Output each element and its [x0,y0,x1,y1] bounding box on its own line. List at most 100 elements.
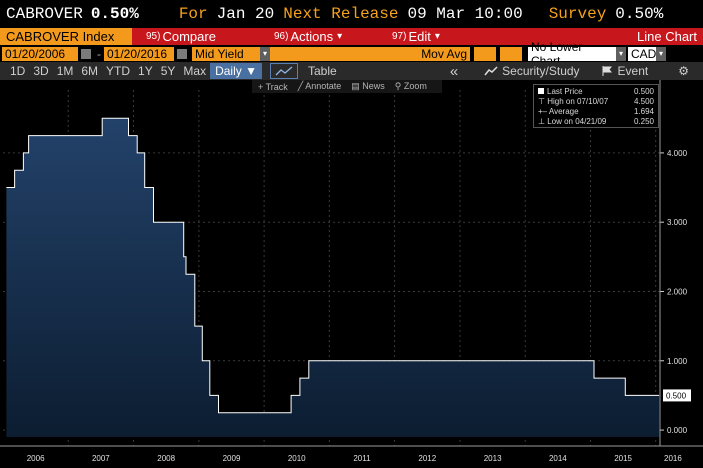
compare-number: 95) [146,31,161,42]
security-field[interactable]: CABROVER Index [0,28,132,45]
high-value: 4.500 [633,96,654,106]
yield-line [6,117,660,414]
for-label: For [178,5,208,23]
survey-value: 0.50% [615,5,664,23]
actions-button[interactable]: 96) Actions ▾ [260,28,378,45]
edit-button[interactable]: 97) Edit ▾ [378,28,478,45]
average-value: 1.694 [633,106,654,116]
y-tick-label: 4.000 [667,149,688,158]
currency-dropdown-icon[interactable]: ▾ [656,46,666,61]
period-1d[interactable]: 1D [10,64,26,78]
next-release-label: Next Release [283,5,399,23]
next-release-date: 09 Mar 10:00 [407,5,523,23]
start-date-input[interactable]: 01/20/2006 [2,46,78,61]
low-value: 0.250 [633,116,654,126]
event-button[interactable]: Event [602,64,649,78]
period-1m[interactable]: 1M [56,64,74,78]
range-bar: 01/20/2006 - 01/20/2016 Mid Yield ▾ Mov … [0,40,703,68]
compare-button[interactable]: 95) Compare [132,28,260,45]
x-tick-label: 2011 [353,454,371,463]
currency-select[interactable]: CAD [628,46,657,61]
x-tick-label: 2006 [27,454,45,463]
low-label: Low on 04/21/09 [547,116,607,126]
table-button[interactable]: Table [307,64,337,78]
frequency-select[interactable]: Daily ▼ [210,63,262,79]
field-value: Mid Yield [195,46,244,61]
end-date-input[interactable]: 01/20/2016 [104,46,174,61]
x-tick-label: 2015 [614,454,632,463]
actions-dropdown-icon: ▾ [337,31,343,42]
period-1y[interactable]: 1Y [138,64,153,78]
last-value: 0.50% [90,5,139,23]
last-price-value: 0.500 [633,86,654,96]
zoom-button[interactable]: ⚲ Zoom [394,81,427,91]
lower-chart-dropdown-icon[interactable]: ▾ [616,46,626,61]
y-tick-label: 0.000 [667,426,688,435]
x-tick-label: 2012 [418,454,436,463]
mov-avg-period-1[interactable] [474,46,496,61]
x-tick-label: 2008 [157,454,175,463]
actions-label: Actions [290,29,334,44]
last-price-label: Last Price [547,86,583,96]
date-range-dash: - [97,46,101,61]
x-tick-label: 2013 [484,454,502,463]
last-value-label: 0.500 [666,391,687,400]
end-calendar-icon[interactable] [177,48,187,59]
field-select[interactable]: Mid Yield [192,46,260,61]
x-tick-label: 2009 [223,454,241,463]
actions-number: 96) [274,31,289,42]
zoom-label: Zoom [403,81,427,91]
ticker-symbol: CABROVER [6,5,83,23]
currency-value: CAD [631,46,657,61]
average-label: Average [548,106,579,116]
line-chart-icon[interactable] [269,63,298,79]
x-tick-label: 2014 [549,454,567,463]
chart-type-button[interactable]: Line Chart [478,28,703,45]
field-dropdown-icon[interactable]: ▾ [260,46,270,61]
collapse-icon[interactable]: « [449,62,459,80]
news-label: News [362,81,385,91]
annotate-label: Annotate [305,81,342,91]
period-max[interactable]: Max [183,64,207,78]
edit-label: Edit [408,29,431,44]
legend-low: ⊥ Low on 04/21/09 0.250 [538,116,654,126]
x-tick-label: 2007 [92,454,110,463]
edit-number: 97) [392,31,407,42]
track-label: Track [265,81,288,92]
mov-avg-label: Mov Avg [421,46,467,61]
start-calendar-icon[interactable] [81,48,91,59]
mov-avg-period-2[interactable] [500,46,522,61]
yield-area [6,118,660,438]
news-button[interactable]: ▤ News [351,81,385,91]
security-study-label: Security/Study [502,64,580,78]
period-6m[interactable]: 6M [81,64,99,78]
survey-label: Survey [548,5,607,23]
track-button[interactable]: + Track [258,81,288,92]
period-ytd[interactable]: YTD [106,64,131,78]
legend-high: ⊤ High on 07/10/07 4.500 [538,96,654,106]
edit-dropdown-icon: ▾ [434,31,440,42]
flag-icon [602,66,612,76]
period-5y[interactable]: 5Y [160,64,176,78]
event-label: Event [617,64,649,78]
command-bar: CABROVER Index 95) Compare 96) Actions ▾… [0,28,703,45]
high-label: High on 07/10/07 [547,96,609,106]
chart-sub-toolbar: + Track ╱ Annotate ▤ News ⚲ Zoom [252,80,442,93]
annotate-button[interactable]: ╱ Annotate [297,81,342,91]
lower-chart-select[interactable]: No Lower Chart [528,40,616,68]
period-3d[interactable]: 3D [33,64,49,78]
y-tick-label: 3.000 [667,218,688,227]
gear-icon[interactable]: ⚙ [678,64,689,78]
y-axis: 0.000 1.000 2.000 3.000 4.000 0.500 [659,80,691,467]
x-tick-label: 2010 [288,454,306,463]
last-value-tag [663,389,691,402]
mov-avg-input[interactable]: Mov Avg [270,46,470,61]
start-date-value: 01/20/2006 [5,46,66,61]
compare-label: Compare [162,29,216,44]
security-study-button[interactable]: Security/Study [484,64,580,78]
security-name: CABROVER Index [6,29,115,44]
chart-type-label: Line Chart [637,29,697,44]
header-bar: CABROVER 0.50% For Jan 20 Next Release 0… [0,0,703,28]
x-axis-band [0,446,703,468]
